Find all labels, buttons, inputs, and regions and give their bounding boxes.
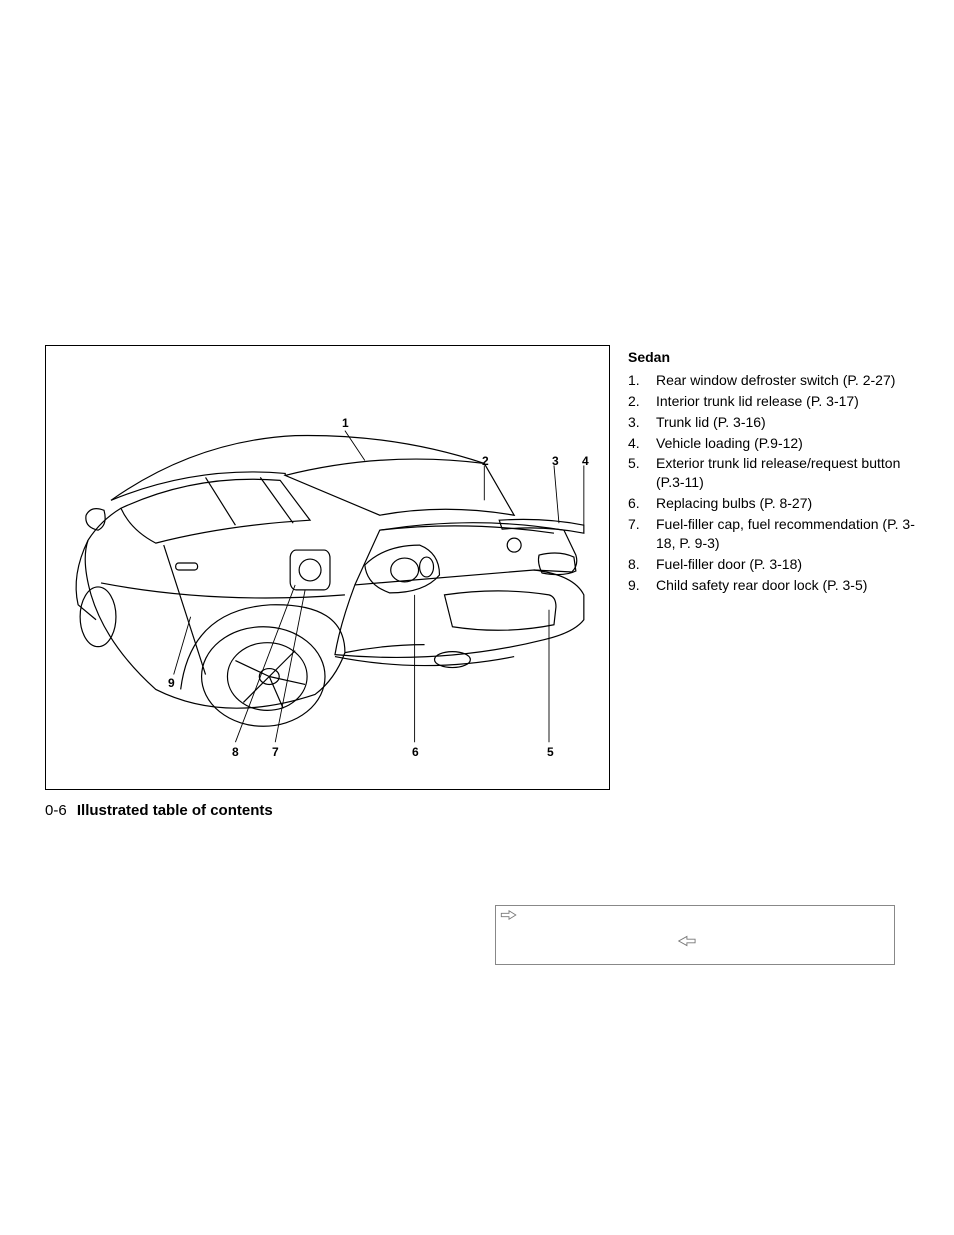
legend-item: 9. Child safety rear door lock (P. 3-5) bbox=[628, 576, 918, 595]
hand-point-left-icon bbox=[676, 934, 696, 948]
legend-item-num: 8. bbox=[628, 555, 656, 574]
legend-item-text: Child safety rear door lock (P. 3-5) bbox=[656, 576, 918, 595]
legend-item: 6. Replacing bulbs (P. 8-27) bbox=[628, 494, 918, 513]
callout-4: 4 bbox=[582, 454, 589, 468]
legend-item-text: Fuel-filler cap, fuel recommendation (P.… bbox=[656, 515, 918, 553]
legend-item-text: Replacing bulbs (P. 8-27) bbox=[656, 494, 918, 513]
sedan-rear-diagram bbox=[46, 346, 609, 789]
section-title: Illustrated table of contents bbox=[77, 802, 273, 819]
legend-item: 1. Rear window defroster switch (P. 2-27… bbox=[628, 371, 918, 390]
legend-item: 8. Fuel-filler door (P. 3-18) bbox=[628, 555, 918, 574]
page-footer: 0-6 Illustrated table of contents bbox=[45, 802, 273, 819]
legend-item: 4. Vehicle loading (P.9-12) bbox=[628, 434, 918, 453]
legend-item: 5. Exterior trunk lid release/request bu… bbox=[628, 454, 918, 492]
legend-item-text: Vehicle loading (P.9-12) bbox=[656, 434, 918, 453]
legend-item: 2. Interior trunk lid release (P. 3-17) bbox=[628, 392, 918, 411]
legend-item-text: Trunk lid (P. 3-16) bbox=[656, 413, 918, 432]
vehicle-illustration: 1 2 3 4 5 6 7 8 9 bbox=[45, 345, 610, 790]
hand-point-right-icon bbox=[500, 909, 518, 921]
manual-page: 1 2 3 4 5 6 7 8 9 Sedan 1. Rear window d… bbox=[0, 0, 954, 1235]
legend-item-num: 4. bbox=[628, 434, 656, 453]
legend-item-num: 7. bbox=[628, 515, 656, 553]
legend-item: 3. Trunk lid (P. 3-16) bbox=[628, 413, 918, 432]
legend-item-text: Exterior trunk lid release/request butto… bbox=[656, 454, 918, 492]
callout-3: 3 bbox=[552, 454, 559, 468]
callout-5: 5 bbox=[547, 745, 554, 759]
legend-item-num: 9. bbox=[628, 576, 656, 595]
legend-item-num: 6. bbox=[628, 494, 656, 513]
callout-6: 6 bbox=[412, 745, 419, 759]
legend-item-num: 1. bbox=[628, 371, 656, 390]
legend-item-num: 5. bbox=[628, 454, 656, 492]
legend-heading: Sedan bbox=[628, 348, 918, 367]
legend-item-num: 3. bbox=[628, 413, 656, 432]
callout-2: 2 bbox=[482, 454, 489, 468]
page-number: 0-6 bbox=[45, 802, 67, 819]
legend-item-text: Rear window defroster switch (P. 2-27) bbox=[656, 371, 918, 390]
callout-1: 1 bbox=[342, 416, 349, 430]
legend-item-num: 2. bbox=[628, 392, 656, 411]
callout-7: 7 bbox=[272, 745, 279, 759]
hint-box bbox=[495, 905, 895, 965]
legend-item-text: Interior trunk lid release (P. 3-17) bbox=[656, 392, 918, 411]
legend-item-text: Fuel-filler door (P. 3-18) bbox=[656, 555, 918, 574]
legend-column: Sedan 1. Rear window defroster switch (P… bbox=[628, 348, 918, 597]
legend-item: 7. Fuel-filler cap, fuel recommendation … bbox=[628, 515, 918, 553]
callout-9: 9 bbox=[168, 676, 175, 690]
callout-8: 8 bbox=[232, 745, 239, 759]
